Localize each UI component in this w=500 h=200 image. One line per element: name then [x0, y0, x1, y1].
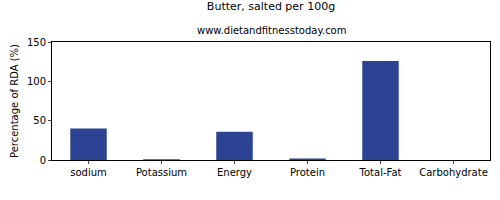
svg-text:50: 50: [33, 115, 46, 126]
svg-text:Energy: Energy: [217, 167, 252, 178]
svg-text:Protein: Protein: [290, 167, 325, 178]
svg-text:Percentage of RDA (%): Percentage of RDA (%): [9, 44, 20, 158]
svg-text:Potassium: Potassium: [136, 167, 187, 178]
svg-text:Butter, salted per 100g: Butter, salted per 100g: [207, 0, 335, 13]
svg-text:0: 0: [40, 155, 46, 166]
svg-text:www.dietandfitnesstoday.com: www.dietandfitnesstoday.com: [197, 25, 346, 36]
svg-text:100: 100: [27, 76, 46, 87]
svg-text:Carbohydrate: Carbohydrate: [419, 167, 488, 178]
svg-text:150: 150: [27, 37, 46, 48]
svg-text:sodium: sodium: [70, 167, 107, 178]
svg-text:Total-Fat: Total-Fat: [359, 167, 402, 178]
